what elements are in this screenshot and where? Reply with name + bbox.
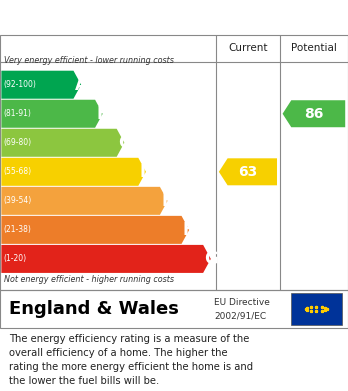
Text: B: B (96, 105, 109, 123)
Text: F: F (183, 221, 194, 239)
Bar (291, 293, 342, 325)
Text: overall efficiency of a home. The higher the: overall efficiency of a home. The higher… (9, 348, 227, 358)
Text: Current: Current (228, 43, 268, 54)
Text: (92-100): (92-100) (3, 80, 36, 89)
Text: 86: 86 (304, 107, 324, 121)
Text: 2002/91/EC: 2002/91/EC (214, 311, 266, 320)
Polygon shape (1, 158, 146, 186)
Text: E: E (161, 192, 173, 210)
Polygon shape (1, 245, 211, 273)
Polygon shape (1, 100, 103, 128)
Polygon shape (1, 216, 189, 244)
Text: Not energy efficient - higher running costs: Not energy efficient - higher running co… (4, 275, 174, 284)
Text: Very energy efficient - lower running costs: Very energy efficient - lower running co… (4, 56, 174, 65)
Text: EU Directive: EU Directive (214, 298, 270, 307)
Text: rating the more energy efficient the home is and: rating the more energy efficient the hom… (9, 362, 253, 372)
Polygon shape (219, 158, 277, 185)
Text: England & Wales: England & Wales (9, 300, 179, 318)
Text: The energy efficiency rating is a measure of the: The energy efficiency rating is a measur… (9, 334, 249, 344)
Text: (55-68): (55-68) (3, 167, 32, 176)
Text: (39-54): (39-54) (3, 196, 32, 205)
Text: (21-38): (21-38) (3, 225, 31, 234)
Text: (81-91): (81-91) (3, 109, 31, 118)
Polygon shape (1, 71, 81, 99)
Text: the lower the fuel bills will be.: the lower the fuel bills will be. (9, 376, 159, 386)
Text: D: D (140, 163, 153, 181)
Text: Energy Efficiency Rating: Energy Efficiency Rating (9, 10, 230, 25)
Text: 63: 63 (238, 165, 258, 179)
Polygon shape (1, 129, 124, 157)
Text: Potential: Potential (291, 43, 337, 54)
Text: G: G (205, 250, 218, 268)
Polygon shape (1, 187, 168, 215)
Text: (1-20): (1-20) (3, 255, 26, 264)
Text: C: C (118, 134, 130, 152)
Polygon shape (283, 100, 345, 127)
Text: (69-80): (69-80) (3, 138, 32, 147)
Text: A: A (75, 76, 88, 94)
